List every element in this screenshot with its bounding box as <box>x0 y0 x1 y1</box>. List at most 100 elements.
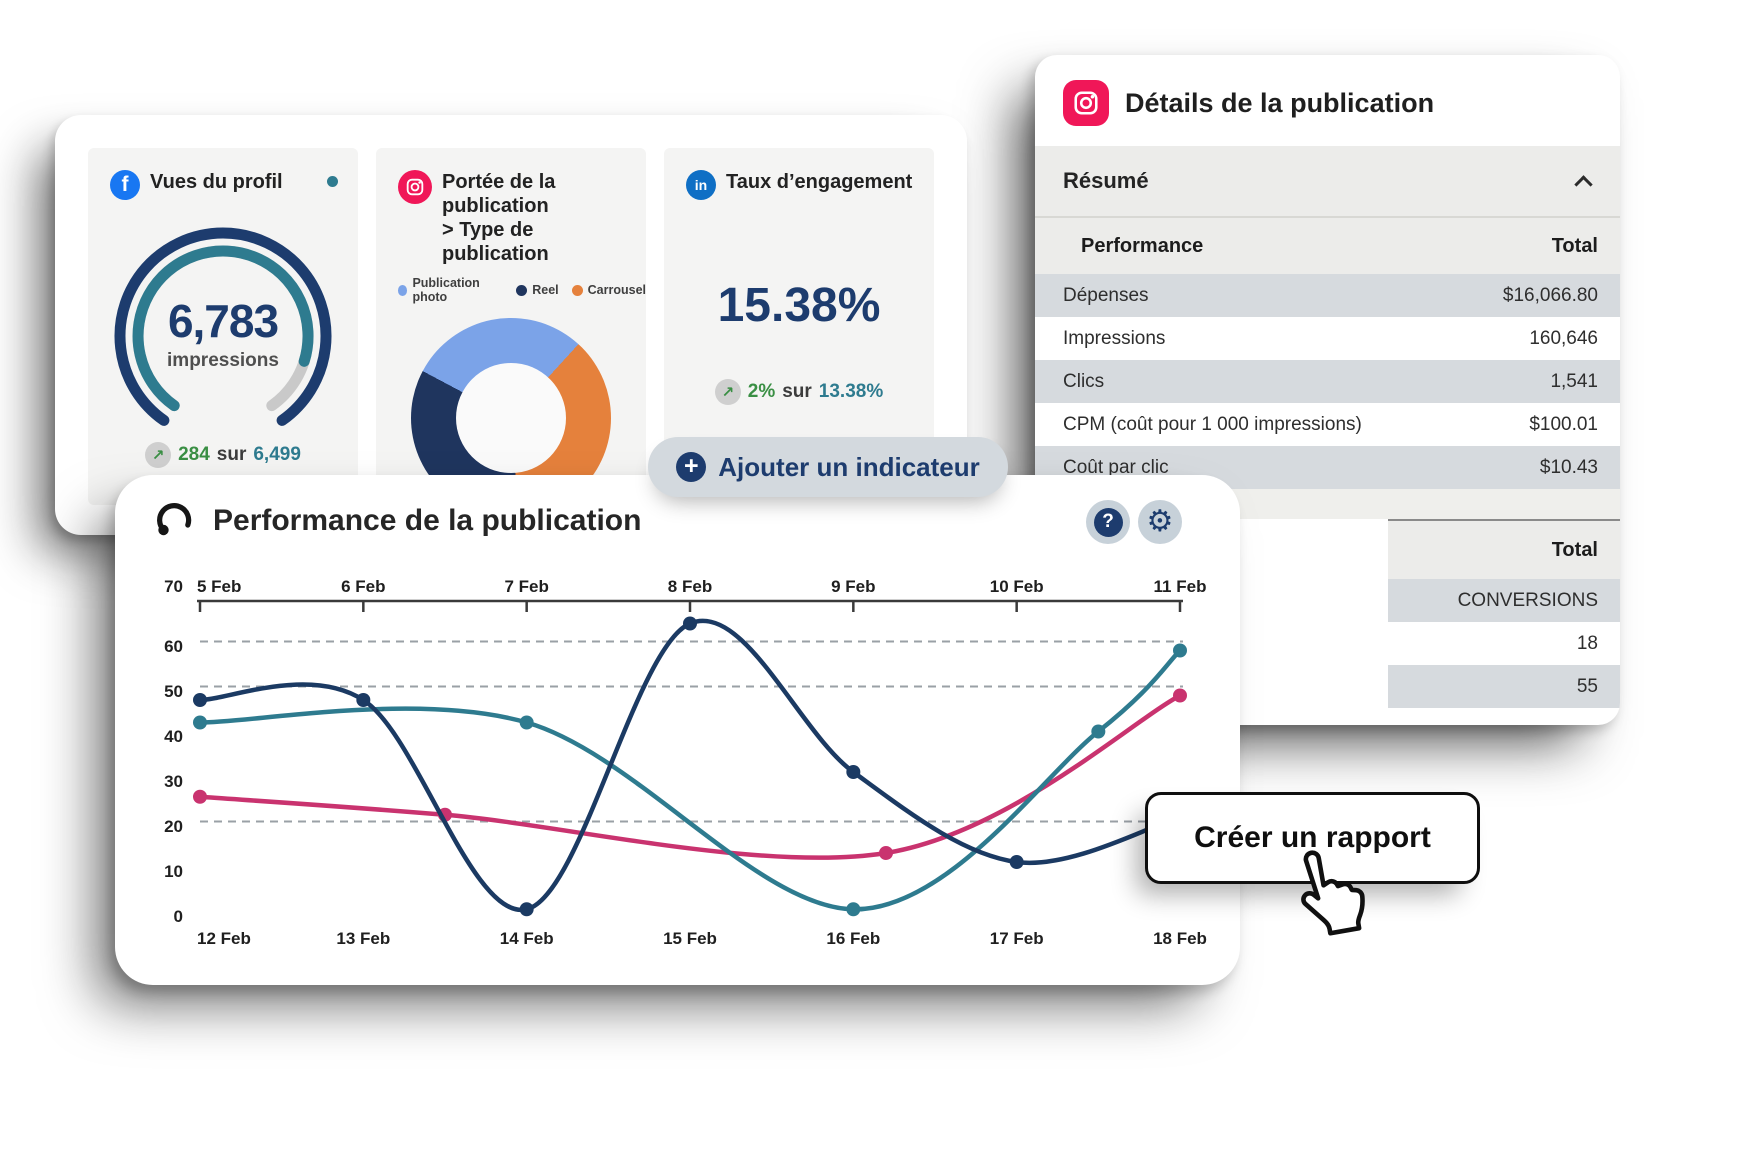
gauge-unit: impressions <box>167 350 279 371</box>
legend-item: Publication photo <box>398 276 503 304</box>
x-top-label: 11 Feb <box>1154 577 1207 596</box>
x-top-label: 8 Feb <box>668 577 712 596</box>
series-line-pink <box>197 693 1183 860</box>
publication-details-card: Détails de la publication Résumé Perform… <box>1035 55 1620 725</box>
add-indicator-label: Ajouter un indicateur <box>718 451 980 482</box>
gear-icon: ⚙ <box>1146 504 1174 539</box>
data-point-navy <box>519 902 534 917</box>
y-tick-label: 60 <box>164 637 183 656</box>
delta-value: 284 <box>178 444 210 465</box>
legend-label: Carrousel <box>587 283 646 297</box>
gauge-icon <box>157 503 192 536</box>
delta-total: 13.38% <box>818 381 884 402</box>
y-tick-label: 50 <box>164 682 183 701</box>
profile-delta: ↗ 284 sur 6,499 <box>88 442 358 468</box>
series-line-navy <box>197 618 1183 912</box>
x-top-label: 5 Feb <box>197 577 241 596</box>
x-bottom-label: 13 Feb <box>336 929 390 948</box>
facebook-icon: f <box>110 170 140 200</box>
col-total: Total <box>1551 234 1598 257</box>
instagram-icon <box>1063 80 1109 126</box>
donut-hole <box>456 363 566 473</box>
reach-tile[interactable]: Portée de la publication > Type de publi… <box>376 148 646 518</box>
data-point-navy <box>1009 855 1024 869</box>
x-bottom-label: 15 Feb <box>663 929 717 948</box>
plus-icon: + <box>676 452 707 482</box>
legend-item: Carrousel <box>571 276 646 304</box>
delta-sur: sur <box>216 444 247 465</box>
gauge-arcs <box>114 227 332 426</box>
y-tick-label: 70 <box>164 577 183 596</box>
x-bottom-label: 17 Feb <box>990 929 1044 948</box>
legend-label: Reel <box>532 283 559 297</box>
col-performance: Performance <box>1081 234 1204 257</box>
legend-dot-icon <box>571 284 583 296</box>
row-label: Clics <box>1063 370 1105 392</box>
totals-row: 55 <box>1388 665 1620 708</box>
data-point-navy <box>193 693 207 707</box>
delta-sur: sur <box>782 381 812 402</box>
delta-total: 6,499 <box>253 444 301 465</box>
legend-label: Publication photo <box>412 276 480 304</box>
data-point-teal <box>1173 643 1187 658</box>
x-bottom-label: 18 Feb <box>1153 929 1207 948</box>
y-tick-label: 30 <box>164 772 183 791</box>
instagram-glyph <box>406 178 424 196</box>
data-point-navy <box>683 616 697 631</box>
table-row: Impressions 160,646 <box>1035 317 1620 360</box>
row-value: $100.01 <box>1529 413 1598 435</box>
trend-up-icon: ↗ <box>145 442 172 468</box>
legend-dot-icon <box>398 284 408 296</box>
engagement-delta: ↗ 2% sur 13.38% <box>664 379 934 405</box>
instagram-icon <box>398 170 432 204</box>
hand-cursor-icon <box>1301 850 1365 936</box>
totals-row: 18 <box>1576 632 1598 654</box>
row-value: $10.43 <box>1539 456 1598 478</box>
x-top-label: 7 Feb <box>504 577 548 596</box>
donut-legend: Publication photo Reel Carrousel <box>376 266 646 304</box>
row-label: CPM (coût pour 1 000 impressions) <box>1063 413 1362 435</box>
row-value: 1,541 <box>1550 370 1598 392</box>
chart-title: Performance de la publication <box>213 504 642 537</box>
performance-line-chart: 5 Feb 6 Feb 7 Feb 8 Feb 9 Feb 10 Feb 11 Feb 12 … <box>164 577 1207 948</box>
instagram-glyph <box>1074 91 1098 115</box>
profile-views-tile[interactable]: f Vues du profil 6,783 impressions ↗ 284… <box>88 148 358 505</box>
row-label: Dépenses <box>1063 284 1149 306</box>
legend-item: Reel <box>516 276 559 304</box>
totals-row: CONVERSIONS <box>1388 579 1620 622</box>
table-row: CPM (coût pour 1 000 impressions) $100.01 <box>1035 403 1620 446</box>
y-tick-label: 40 <box>164 727 183 746</box>
summary-collapse-header[interactable]: Résumé <box>1035 146 1620 218</box>
row-label: Impressions <box>1063 327 1166 349</box>
chevron-up-icon[interactable] <box>1574 174 1593 194</box>
row-value: $16,066.80 <box>1502 284 1598 306</box>
table-row: Dépenses $16,066.80 <box>1035 274 1620 317</box>
x-bottom-label: 16 Feb <box>826 929 880 948</box>
x-top-label: 6 Feb <box>341 577 385 596</box>
x-top-label: 10 Feb <box>990 577 1044 596</box>
tile-menu-dot <box>327 176 338 187</box>
totals-header: Total <box>1388 521 1620 579</box>
data-point-pink <box>1173 688 1187 703</box>
tile-title: Taux d’engagement <box>726 171 913 193</box>
y-tick-label: 0 <box>174 907 183 926</box>
row-value: 160,646 <box>1529 327 1598 349</box>
details-title: Détails de la publication <box>1125 87 1435 118</box>
tile-title: Portée de la publication > Type de publi… <box>442 171 556 265</box>
add-indicator-button[interactable]: + Ajouter un indicateur <box>648 437 1008 497</box>
settings-button[interactable]: ⚙ <box>1138 500 1182 544</box>
legend-dot-icon <box>516 284 528 296</box>
perf-table-body: Dépenses $16,066.80 Impressions 160,646 Clic… <box>1035 274 1620 489</box>
engagement-value: 15.38% <box>717 279 881 332</box>
help-button[interactable]: ? <box>1086 500 1130 544</box>
gauge-value: 6,783 <box>167 295 279 347</box>
question-icon: ? <box>1093 507 1123 537</box>
summary-label: Résumé <box>1063 168 1149 193</box>
data-point-teal <box>519 715 534 730</box>
x-bottom-label: 12 Feb <box>197 929 251 948</box>
series-line-teal <box>197 648 1183 912</box>
row-label: Coût par clic <box>1063 456 1169 478</box>
trend-up-icon: ↗ <box>714 379 741 405</box>
data-point-pink <box>879 846 893 860</box>
